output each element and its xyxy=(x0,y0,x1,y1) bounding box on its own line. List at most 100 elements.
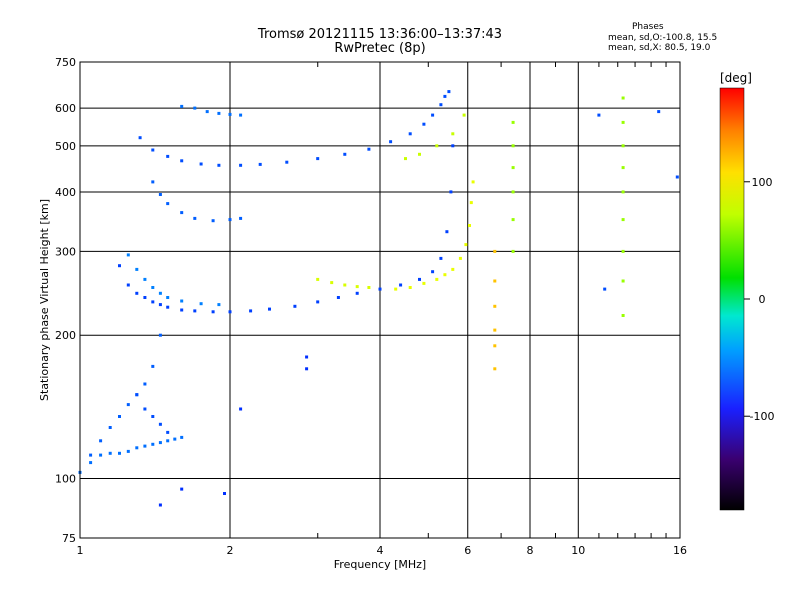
x-tick-label: 2 xyxy=(227,544,234,557)
data-point xyxy=(193,106,197,110)
data-point xyxy=(143,382,147,386)
data-point xyxy=(431,113,435,117)
data-point xyxy=(138,136,142,140)
data-point xyxy=(193,309,197,313)
colorbar-tick-label: -100 xyxy=(750,410,775,423)
data-point xyxy=(166,439,170,443)
data-point xyxy=(135,267,139,271)
data-point xyxy=(367,286,371,289)
data-point xyxy=(166,154,170,158)
data-point xyxy=(621,144,625,148)
data-point xyxy=(151,415,155,418)
data-point xyxy=(621,120,625,124)
data-point xyxy=(180,487,184,491)
data-point xyxy=(180,159,184,163)
data-point xyxy=(408,132,412,136)
data-point xyxy=(621,279,625,283)
data-point xyxy=(108,451,112,455)
data-point xyxy=(135,291,139,295)
data-point xyxy=(367,147,371,151)
data-point xyxy=(316,277,320,281)
data-point xyxy=(151,286,155,289)
data-point xyxy=(180,211,184,215)
data-point xyxy=(293,304,297,308)
data-point xyxy=(217,303,221,307)
data-point xyxy=(99,439,103,443)
x-tick-label: 8 xyxy=(527,544,534,557)
y-tick-label: 400 xyxy=(55,186,76,199)
data-point xyxy=(469,201,473,205)
data-point xyxy=(143,277,147,281)
data-point xyxy=(439,103,443,107)
data-point xyxy=(118,451,121,455)
data-point xyxy=(143,296,147,299)
data-point xyxy=(217,111,221,115)
data-point xyxy=(418,277,421,281)
data-point xyxy=(228,218,232,222)
data-point xyxy=(343,152,347,156)
data-point xyxy=(158,291,162,295)
data-point xyxy=(239,113,243,117)
data-point xyxy=(143,444,147,448)
phase-stats-x: mean, sd,X: 80.5, 19.0 xyxy=(608,43,711,53)
data-point xyxy=(99,453,103,457)
data-point xyxy=(511,218,515,222)
data-point xyxy=(464,243,468,247)
data-point xyxy=(443,94,447,98)
y-tick-label: 500 xyxy=(55,140,76,153)
phase-stats-heading: Phases xyxy=(632,22,664,32)
data-point xyxy=(468,224,471,227)
data-point xyxy=(126,403,130,407)
data-point xyxy=(239,163,243,167)
data-point xyxy=(451,144,455,148)
data-point xyxy=(330,281,334,285)
data-point xyxy=(511,190,515,194)
data-point xyxy=(151,442,155,446)
data-point xyxy=(143,407,147,411)
data-point xyxy=(404,157,407,161)
data-point xyxy=(239,216,243,220)
data-point xyxy=(493,279,497,283)
data-point xyxy=(108,426,112,429)
data-point xyxy=(462,113,466,117)
chart-title: Tromsø 20121115 13:36:00–13:37:43 xyxy=(257,27,503,42)
data-point xyxy=(158,441,162,445)
data-point xyxy=(435,144,439,148)
colorbar-tick-label: 0 xyxy=(759,293,766,306)
data-point xyxy=(193,216,197,220)
y-tick-label: 75 xyxy=(62,532,76,545)
data-point xyxy=(228,310,232,314)
data-point xyxy=(418,152,421,156)
data-point xyxy=(493,367,497,371)
data-point xyxy=(621,218,625,222)
data-point xyxy=(211,310,215,314)
data-point xyxy=(394,287,398,291)
data-point xyxy=(493,304,497,308)
x-tick-label: 6 xyxy=(464,544,471,557)
y-axis-label: Stationary phase Virtual Height [km] xyxy=(38,199,51,401)
plot-frame xyxy=(79,61,681,539)
x-tick-label: 1 xyxy=(77,544,84,557)
data-point xyxy=(355,285,359,289)
data-point xyxy=(151,148,155,152)
data-point xyxy=(258,162,262,166)
data-point xyxy=(511,166,515,170)
data-point xyxy=(89,461,93,465)
data-point xyxy=(118,264,121,268)
data-point xyxy=(126,449,130,453)
data-point xyxy=(378,287,382,291)
data-point xyxy=(166,430,170,434)
data-point xyxy=(158,503,162,507)
data-point xyxy=(223,492,226,495)
data-point xyxy=(336,296,340,299)
data-point xyxy=(268,307,271,311)
y-tick-label: 600 xyxy=(55,102,76,115)
data-point xyxy=(657,110,661,114)
data-point xyxy=(493,344,497,348)
data-point xyxy=(355,291,359,295)
data-point xyxy=(180,308,184,312)
data-point xyxy=(211,219,215,223)
data-point xyxy=(89,453,93,457)
data-point xyxy=(435,277,439,281)
